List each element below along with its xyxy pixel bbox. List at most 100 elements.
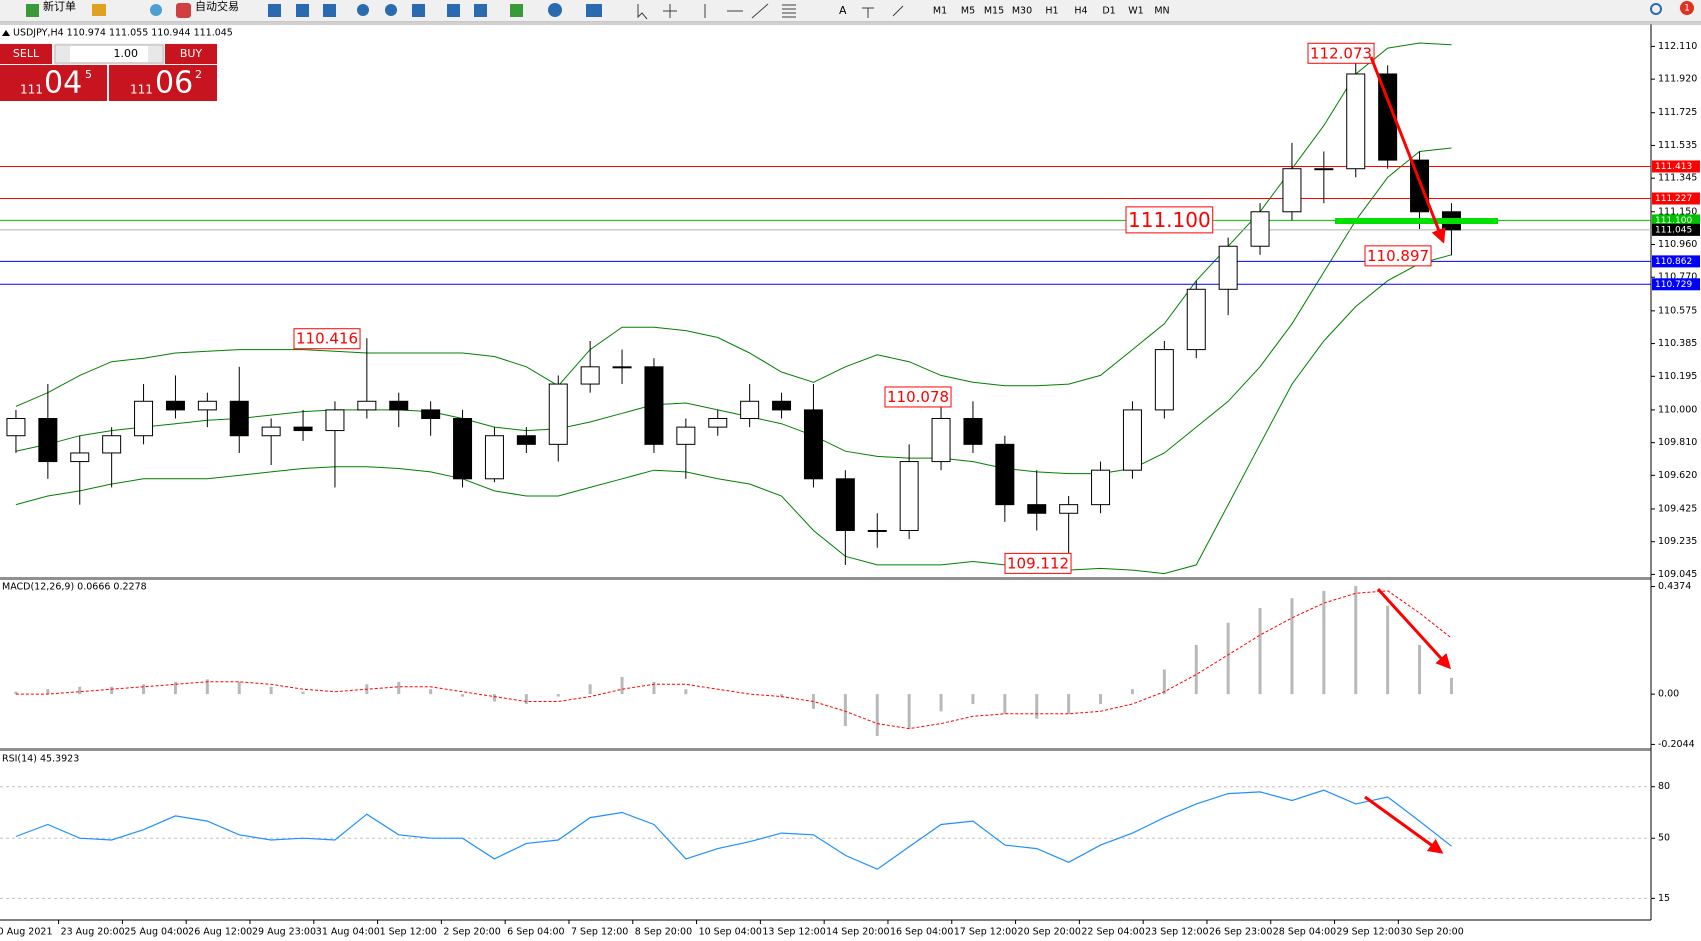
price-annotation-box — [884, 386, 952, 408]
new-order-icon[interactable] — [26, 4, 39, 17]
volume-value[interactable]: 1.00 — [114, 47, 139, 60]
timeframe-button[interactable]: M5 — [961, 6, 975, 17]
text-tool[interactable] — [862, 7, 874, 18]
candle-body — [803, 409, 823, 480]
x-tick-label: 17 Sep 12:00 — [954, 927, 1017, 938]
toolbar-icon[interactable] — [92, 4, 106, 16]
timeframe-button[interactable]: H4 — [1074, 6, 1087, 17]
x-tick-label: 10 Sep 04:00 — [699, 927, 762, 938]
new-order-button[interactable]: 新订单 — [43, 0, 76, 13]
price-level-tag — [1652, 160, 1700, 173]
toolbar-icon[interactable] — [412, 4, 425, 17]
toolbar-icon[interactable] — [323, 4, 336, 17]
candle-body — [197, 400, 217, 411]
sell-label[interactable]: SELL — [13, 47, 40, 60]
y-tick-label: 110.195 — [1658, 371, 1697, 382]
timeframe-button[interactable]: M15 — [984, 6, 1004, 17]
candle-body — [740, 400, 760, 420]
trendline-tool[interactable] — [751, 3, 769, 19]
x-tick-label: 26 Aug 12:00 — [188, 927, 252, 938]
candle-body — [70, 452, 90, 463]
volume-down[interactable] — [56, 46, 70, 62]
macd-signal — [15, 590, 1452, 730]
timeframe-button[interactable]: MN — [1154, 6, 1169, 17]
periods-icon[interactable] — [548, 3, 562, 17]
bid-price-box[interactable] — [0, 65, 107, 101]
toolbar-icon[interactable] — [268, 4, 281, 17]
buy-button[interactable] — [165, 44, 217, 64]
toolbar-icon[interactable] — [447, 4, 460, 17]
x-tick-label: 6 Sep 04:00 — [507, 927, 564, 938]
arrows-tool[interactable] — [892, 5, 904, 17]
auto-trading-button[interactable]: 自动交易 — [195, 0, 239, 13]
sell-button[interactable] — [0, 44, 52, 64]
timeframe-button[interactable]: M1 — [933, 6, 947, 17]
volume-input[interactable] — [54, 44, 164, 64]
candle-body — [1250, 211, 1270, 247]
volume-up[interactable] — [148, 46, 162, 62]
timeframe-button[interactable]: H1 — [1045, 6, 1058, 17]
y-tick-label: 109.425 — [1658, 503, 1697, 514]
candle-body — [1059, 504, 1079, 514]
x-tick-label: 25 Aug 04:00 — [124, 927, 188, 938]
candle-body — [1218, 245, 1238, 290]
timeframe-button[interactable]: D1 — [1102, 6, 1115, 17]
notification-badge[interactable] — [1680, 1, 1694, 15]
price-level-label: 111.100 — [1655, 216, 1692, 226]
candle-body — [676, 426, 696, 445]
toolbar-icons — [268, 3, 602, 17]
price-level-tag — [1652, 278, 1700, 291]
search-icon[interactable] — [1650, 3, 1662, 15]
zoom-out-icon[interactable] — [385, 4, 397, 16]
candle-body — [516, 435, 536, 445]
crosshair-tool[interactable] — [663, 4, 677, 18]
price-annotation-box — [1364, 245, 1432, 267]
price-annotation: 110.897 — [1367, 247, 1429, 265]
price-level-label: 111.413 — [1655, 162, 1692, 172]
indicators-icon[interactable] — [510, 4, 523, 17]
toolbar-icon[interactable] — [296, 4, 309, 17]
buy-label[interactable]: BUY — [180, 47, 203, 60]
x-tick-label: 20 Sep 20:00 — [1018, 927, 1081, 938]
candle-body — [708, 418, 728, 428]
overlays: 112.110 111.920 111.725 111.535 111.345 111.1… — [0, 41, 1700, 938]
toolbar-icon[interactable] — [474, 4, 487, 17]
ask-price-box[interactable] — [109, 65, 217, 101]
label-tool[interactable]: A — [839, 4, 847, 17]
x-tick-label: 1 Sep 12:00 — [380, 927, 437, 938]
candle-body — [325, 409, 345, 432]
auto-trading-icon[interactable] — [176, 3, 191, 18]
toolbar-icon[interactable] — [150, 4, 162, 16]
timeframe-button[interactable]: W1 — [1128, 6, 1143, 17]
x-tick-label: 26 Sep 23:00 — [1209, 927, 1272, 938]
cursor-tool[interactable] — [637, 4, 648, 20]
candle-body — [293, 426, 313, 432]
x-tick-label: 31 Aug 04:00 — [316, 927, 380, 938]
y-tick-label: 109.045 — [1658, 569, 1697, 580]
candle-body — [963, 418, 983, 445]
candle-body — [389, 400, 409, 411]
price-annotation: 112.073 — [1310, 44, 1372, 62]
candle-body — [165, 400, 185, 411]
candle-body — [1122, 409, 1142, 471]
zoom-in-icon[interactable] — [357, 4, 369, 16]
fibo-tool[interactable] — [782, 4, 796, 18]
x-tick-label: 7 Sep 12:00 — [571, 927, 628, 938]
candle-body — [421, 409, 441, 420]
y-tick-label: 0.4374 — [1658, 581, 1691, 592]
y-tick-label: 109.810 — [1658, 437, 1697, 448]
macd-panel — [14, 585, 1453, 736]
timeframe-button[interactable]: M30 — [1012, 6, 1032, 17]
ask-main: 06 — [155, 66, 193, 101]
candle-body — [899, 461, 919, 531]
x-tick-label: 28 Sep 04:00 — [1273, 927, 1336, 938]
rsi-title: RSI(14) 45.3923 — [2, 754, 79, 765]
price-level-label: 111.045 — [1655, 225, 1692, 235]
templates-icon[interactable] — [586, 4, 602, 17]
ask-small: 2 — [195, 68, 202, 81]
candle-body — [1186, 288, 1206, 351]
rsi-line — [15, 789, 1452, 870]
x-tick-label: 16 Sep 04:00 — [890, 927, 953, 938]
candle-body — [867, 529, 887, 532]
